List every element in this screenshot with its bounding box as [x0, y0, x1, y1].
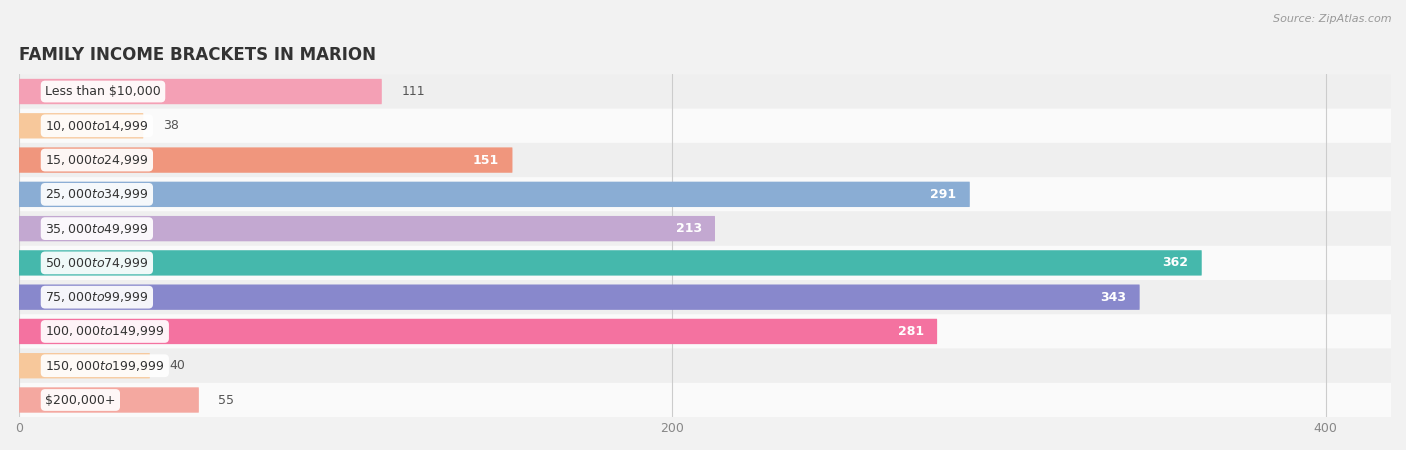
Text: 213: 213 [676, 222, 702, 235]
FancyBboxPatch shape [18, 284, 1140, 310]
Text: $75,000 to $99,999: $75,000 to $99,999 [45, 290, 149, 304]
Text: Less than $10,000: Less than $10,000 [45, 85, 160, 98]
FancyBboxPatch shape [20, 383, 1391, 417]
Text: 38: 38 [163, 119, 179, 132]
Text: $200,000+: $200,000+ [45, 393, 115, 406]
FancyBboxPatch shape [20, 143, 1391, 177]
Text: 40: 40 [169, 359, 186, 372]
Text: 151: 151 [472, 153, 499, 166]
FancyBboxPatch shape [20, 349, 1391, 383]
Text: 291: 291 [931, 188, 956, 201]
FancyBboxPatch shape [18, 387, 198, 413]
Text: $15,000 to $24,999: $15,000 to $24,999 [45, 153, 149, 167]
FancyBboxPatch shape [18, 319, 938, 344]
FancyBboxPatch shape [20, 108, 1391, 143]
Text: 111: 111 [401, 85, 425, 98]
FancyBboxPatch shape [18, 113, 143, 139]
Text: 362: 362 [1163, 256, 1188, 270]
FancyBboxPatch shape [18, 216, 716, 241]
FancyBboxPatch shape [20, 314, 1391, 349]
Text: 55: 55 [218, 393, 235, 406]
FancyBboxPatch shape [20, 212, 1391, 246]
FancyBboxPatch shape [18, 182, 970, 207]
Text: Source: ZipAtlas.com: Source: ZipAtlas.com [1274, 14, 1392, 23]
Text: $10,000 to $14,999: $10,000 to $14,999 [45, 119, 149, 133]
FancyBboxPatch shape [20, 280, 1391, 314]
FancyBboxPatch shape [18, 353, 150, 378]
Text: $50,000 to $74,999: $50,000 to $74,999 [45, 256, 149, 270]
Text: 343: 343 [1101, 291, 1126, 304]
Text: $150,000 to $199,999: $150,000 to $199,999 [45, 359, 165, 373]
FancyBboxPatch shape [18, 79, 382, 104]
FancyBboxPatch shape [18, 148, 512, 173]
Text: $35,000 to $49,999: $35,000 to $49,999 [45, 222, 149, 236]
Text: $100,000 to $149,999: $100,000 to $149,999 [45, 324, 165, 338]
FancyBboxPatch shape [20, 246, 1391, 280]
Text: FAMILY INCOME BRACKETS IN MARION: FAMILY INCOME BRACKETS IN MARION [20, 46, 375, 64]
FancyBboxPatch shape [20, 74, 1391, 108]
FancyBboxPatch shape [18, 250, 1202, 275]
Text: 281: 281 [898, 325, 924, 338]
FancyBboxPatch shape [20, 177, 1391, 212]
Text: $25,000 to $34,999: $25,000 to $34,999 [45, 187, 149, 201]
